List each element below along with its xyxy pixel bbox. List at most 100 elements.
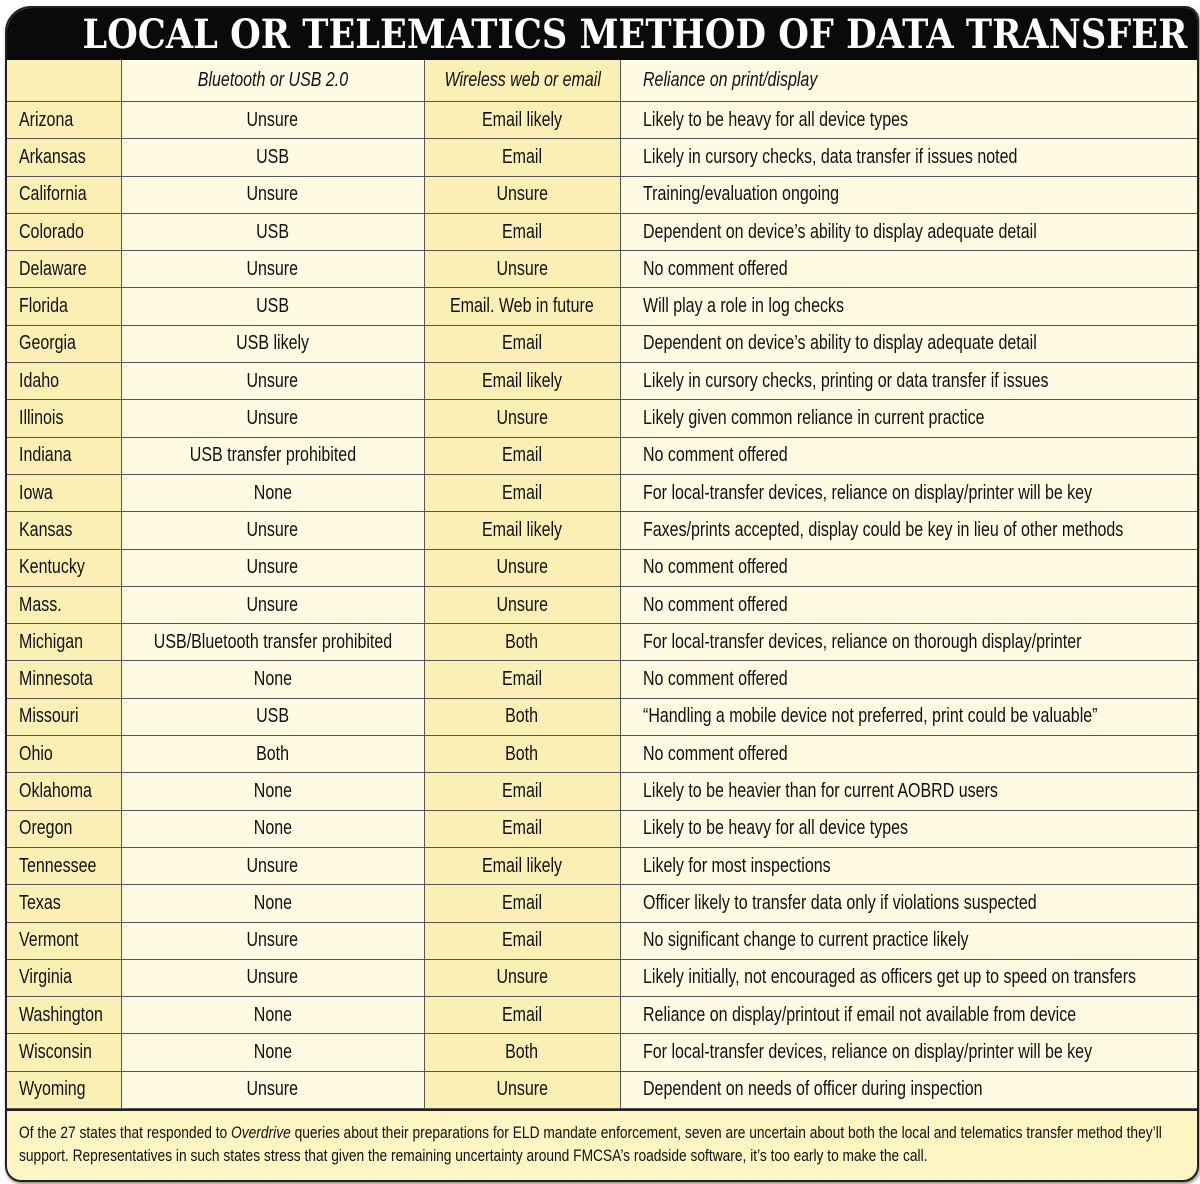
cell-wireless: Both xyxy=(423,735,621,774)
footnote-publication: Overdrive xyxy=(231,1123,291,1143)
footnote-text-rest: queries about their preparations for ELD… xyxy=(19,1123,1162,1166)
cell-state: Iowa xyxy=(7,473,122,513)
cell-state: Michigan xyxy=(7,623,122,662)
cell-state: Oregon xyxy=(7,809,122,848)
cell-wireless: Both xyxy=(423,1033,621,1072)
cell-wireless: Unsure xyxy=(423,175,621,214)
cell-state: Wyoming xyxy=(7,1070,122,1110)
cell-reliance: No comment offered xyxy=(619,660,1197,699)
cell-state: Delaware xyxy=(7,250,122,289)
cell-bluetooth-usb: Unsure xyxy=(120,511,425,550)
table-row: Idaho Unsure Email likely Likely in cursory… xyxy=(7,362,1197,401)
cell-bluetooth-usb: USB xyxy=(120,697,425,737)
cell-bluetooth-usb: Unsure xyxy=(120,100,425,140)
cell-bluetooth-usb: Unsure xyxy=(120,250,425,289)
cell-state: Oklahoma xyxy=(7,772,122,811)
cell-wireless: Unsure xyxy=(423,958,621,998)
cell-reliance: Likely in cursory checks, printing or da… xyxy=(619,362,1197,401)
cell-wireless: Email. Web in future xyxy=(423,287,621,326)
table-row: California Unsure Unsure Training/evaluatio… xyxy=(7,175,1197,214)
cell-reliance: Will play a role in log checks xyxy=(619,287,1197,326)
cell-bluetooth-usb: Unsure xyxy=(120,548,425,587)
table-row: Arizona Unsure Email likely Likely to be he… xyxy=(7,100,1197,140)
cell-state: Texas xyxy=(7,884,122,923)
cell-bluetooth-usb: None xyxy=(120,884,425,923)
cell-state: Indiana xyxy=(7,436,122,475)
table-row: Wyoming Unsure Unsure Dependent on needs of… xyxy=(7,1070,1197,1110)
table-row: Illinois Unsure Unsure Likely given common … xyxy=(7,399,1197,438)
header-bluetooth-usb: Bluetooth or USB 2.0 xyxy=(120,60,425,102)
footnote-text: Of the 27 states that responded to xyxy=(19,1123,232,1143)
cell-wireless: Email xyxy=(423,884,621,923)
cell-bluetooth-usb: Unsure xyxy=(120,846,425,886)
cell-reliance: For local-transfer devices, reliance on … xyxy=(619,1033,1197,1072)
cell-state: Arkansas xyxy=(7,138,122,177)
table-row: Wisconsin None Both For local-transfer devi… xyxy=(7,1033,1197,1072)
cell-state: Wisconsin xyxy=(7,1033,122,1072)
cell-state: Ohio xyxy=(7,735,122,774)
table-row: Kentucky Unsure Unsure No comment offered xyxy=(7,548,1197,587)
table-row: Minnesota None Email No comment offered xyxy=(7,660,1197,699)
cell-state: California xyxy=(7,175,122,214)
cell-wireless: Email xyxy=(423,809,621,848)
table-body: Arizona Unsure Email likely Likely to be he… xyxy=(7,100,1197,1110)
cell-bluetooth-usb: Unsure xyxy=(120,958,425,998)
cell-bluetooth-usb: USB/Bluetooth transfer prohibited xyxy=(120,623,425,662)
table-row: Texas None Email Officer likely to transfer… xyxy=(7,884,1197,923)
table-row: Washington None Email Reliance on display/p… xyxy=(7,996,1197,1035)
cell-state: Kentucky xyxy=(7,548,122,587)
cell-bluetooth-usb: None xyxy=(120,772,425,811)
cell-bluetooth-usb: Unsure xyxy=(120,921,425,960)
cell-bluetooth-usb: Unsure xyxy=(120,1070,425,1110)
cell-wireless: Email xyxy=(423,212,621,252)
cell-reliance: Dependent on device’s ability to display… xyxy=(619,212,1197,252)
cell-wireless: Email xyxy=(423,436,621,475)
cell-bluetooth-usb: USB xyxy=(120,287,425,326)
cell-reliance: No comment offered xyxy=(619,548,1197,587)
cell-reliance: Officer likely to transfer data only if … xyxy=(619,884,1197,923)
cell-bluetooth-usb: Unsure xyxy=(120,585,425,625)
cell-state: Kansas xyxy=(7,511,122,550)
table-row: Mass. Unsure Unsure No comment offered xyxy=(7,585,1197,625)
cell-bluetooth-usb: None xyxy=(120,996,425,1035)
cell-reliance: Likely given common reliance in current … xyxy=(619,399,1197,438)
cell-reliance: No comment offered xyxy=(619,735,1197,774)
cell-state: Illinois xyxy=(7,399,122,438)
cell-bluetooth-usb: None xyxy=(120,660,425,699)
table-row: Michigan USB/Bluetooth transfer prohibite… xyxy=(7,623,1197,662)
footnote: Of the 27 states that responded to Overd… xyxy=(7,1109,1197,1177)
cell-wireless: Unsure xyxy=(423,585,621,625)
title-text: LOCAL OR TELEMATICS METHOD OF DATA TRANS… xyxy=(82,11,1188,58)
header-state xyxy=(7,60,122,102)
header-row: Bluetooth or USB 2.0 Wireless web or ema… xyxy=(7,60,1197,102)
cell-reliance: No comment offered xyxy=(619,436,1197,475)
cell-bluetooth-usb: USB xyxy=(120,212,425,252)
cell-bluetooth-usb: USB likely xyxy=(120,324,425,364)
cell-wireless: Both xyxy=(423,697,621,737)
cell-state: Mass. xyxy=(7,585,122,625)
cell-reliance: No comment offered xyxy=(619,585,1197,625)
cell-state: Virginia xyxy=(7,958,122,998)
cell-state: Minnesota xyxy=(7,660,122,699)
table-row: Kansas Unsure Email likely Faxes/prints acc… xyxy=(7,511,1197,550)
cell-bluetooth-usb: Unsure xyxy=(120,175,425,214)
cell-bluetooth-usb: None xyxy=(120,1033,425,1072)
header-reliance: Reliance on print/display xyxy=(619,60,1197,102)
cell-state: Tennessee xyxy=(7,846,122,886)
cell-bluetooth-usb: Both xyxy=(120,735,425,774)
cell-wireless: Email likely xyxy=(423,511,621,550)
cell-reliance: No significant change to current practic… xyxy=(619,921,1197,960)
cell-state: Arizona xyxy=(7,100,122,140)
cell-state: Georgia xyxy=(7,324,122,364)
cell-reliance: Likely to be heavy for all device types xyxy=(619,809,1197,848)
cell-bluetooth-usb: None xyxy=(120,473,425,513)
table-row: Oklahoma None Email Likely to be heavier th… xyxy=(7,772,1197,811)
cell-reliance: For local-transfer devices, reliance on … xyxy=(619,473,1197,513)
table-row: Georgia USB likely Email Dependent on devic… xyxy=(7,324,1197,364)
cell-wireless: Email xyxy=(423,138,621,177)
cell-bluetooth-usb: USB xyxy=(120,138,425,177)
cell-wireless: Email likely xyxy=(423,846,621,886)
data-table: Bluetooth or USB 2.0 Wireless web or ema… xyxy=(7,60,1197,1110)
table-row: Missouri USB Both “Handling a mobile device… xyxy=(7,697,1197,737)
table-row: Virginia Unsure Unsure Likely initially, no… xyxy=(7,958,1197,998)
